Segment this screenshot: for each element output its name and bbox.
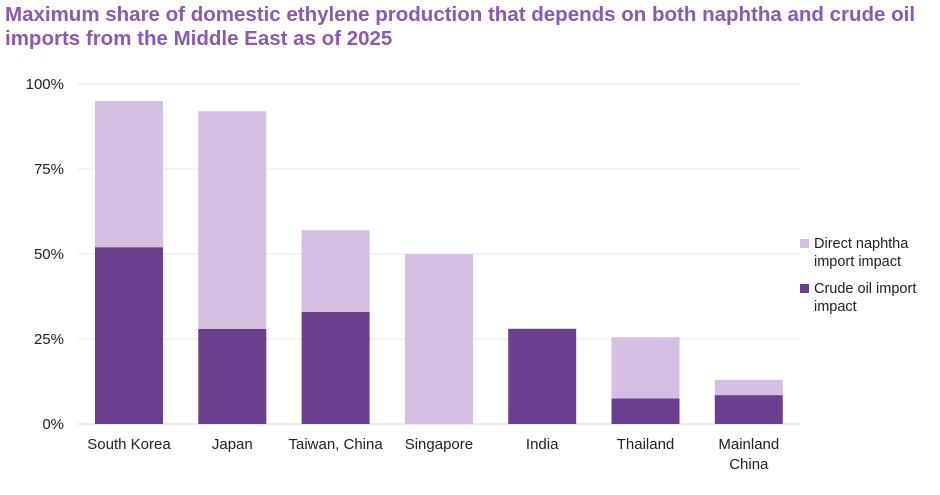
legend-label: Crude oil import impact — [814, 281, 917, 315]
bar-segment — [95, 101, 163, 248]
legend-item-crude: Crude oil import impact — [800, 280, 940, 316]
x-tick-label: Japan — [212, 436, 253, 453]
bar-segment — [198, 111, 267, 329]
x-tick-label: South Korea — [87, 436, 171, 453]
legend-label: Direct naphtha import impact — [814, 236, 909, 270]
x-tick-label: Singapore — [405, 436, 473, 453]
x-tick-label: Taiwan, China — [288, 436, 383, 453]
y-tick-label: 75% — [34, 161, 64, 178]
bar-segment — [611, 337, 680, 399]
y-tick-label: 100% — [26, 76, 64, 93]
bar-segment — [301, 311, 370, 424]
bar-segment — [198, 328, 267, 424]
y-tick-label: 25% — [34, 331, 64, 348]
x-tick-label: China — [729, 456, 769, 473]
legend-swatch-crude — [800, 284, 809, 293]
y-tick-label: 50% — [34, 246, 64, 263]
bar-segment — [714, 379, 783, 396]
bar-segment — [508, 328, 577, 424]
chart-title: Maximum share of domestic ethylene produ… — [5, 3, 916, 50]
x-tick-label: India — [526, 436, 559, 453]
legend-swatch-naphtha — [800, 239, 809, 248]
y-tick-label: 0% — [42, 416, 64, 433]
bar-segment — [301, 230, 370, 312]
bar-segment — [611, 398, 680, 424]
x-tick-label: Thailand — [617, 436, 675, 453]
bar-segment — [95, 247, 163, 424]
x-tick-label: Mainland — [718, 436, 779, 453]
bar-segment — [714, 395, 783, 424]
bar-segment — [404, 254, 473, 424]
legend-item-naphtha: Direct naphtha import impact — [800, 235, 940, 271]
